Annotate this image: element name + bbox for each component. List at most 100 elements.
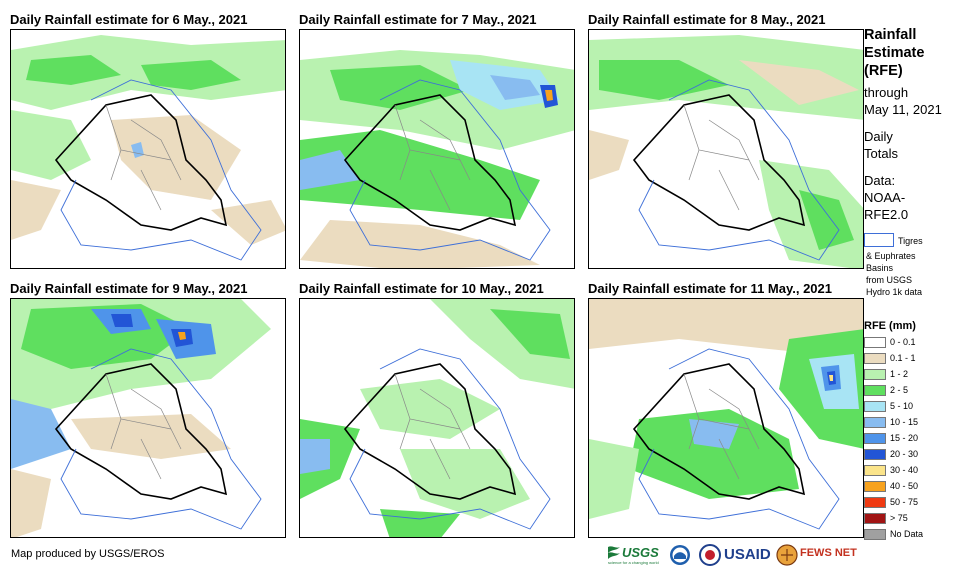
basin-desc-line: & Euphrates	[866, 251, 916, 261]
legend-swatch	[864, 529, 886, 540]
legend-label: 5 - 10	[890, 401, 914, 411]
basin-desc-line: Hydro 1k data	[866, 287, 923, 297]
basin-legend-label: Tigres	[898, 236, 923, 246]
usaid-logo: USAID	[724, 543, 776, 567]
legend-swatch	[864, 353, 886, 364]
sidebar-title: Rainfall Estimate (RFE)	[864, 26, 924, 80]
panel-title-may-10: Daily Rainfall estimate for 10 May., 202…	[299, 281, 544, 296]
admin-boundaries	[105, 104, 182, 211]
legend-item: 40 - 50	[864, 481, 964, 493]
usaid-logo-text: USAID	[724, 546, 771, 563]
admin-boundaries	[683, 373, 760, 480]
legend-item: 0.1 - 1	[864, 353, 964, 365]
basin-desc-line: Basins	[866, 263, 894, 273]
basin-legend-swatch	[864, 233, 894, 247]
map-svg	[11, 299, 285, 537]
usaid-seal-logo	[698, 543, 722, 567]
basin-outline	[60, 348, 262, 530]
legend-label: 30 - 40	[890, 465, 919, 475]
legend-label: 15 - 20	[890, 433, 919, 443]
usgs-logo: USGS science for a changing world	[606, 543, 666, 567]
basin-outline	[60, 79, 262, 261]
sidebar-title-line: Rainfall	[864, 27, 917, 43]
legend-item: 1 - 2	[864, 369, 964, 381]
rainfall-patches	[589, 299, 863, 537]
country-border	[632, 94, 806, 231]
legend-label: > 75	[890, 513, 908, 523]
legend-swatch	[864, 433, 886, 444]
map-svg	[589, 299, 863, 537]
country-border	[54, 363, 228, 500]
legend-label: 0 - 0.1	[890, 337, 916, 347]
panel-title-may-6: Daily Rainfall estimate for 6 May., 2021	[10, 12, 248, 27]
rainfall-patches	[300, 30, 574, 268]
legend-label: 0.1 - 1	[890, 353, 916, 363]
legend-item: 30 - 40	[864, 465, 964, 477]
legend-item: 2 - 5	[864, 385, 964, 397]
legend-item: 5 - 10	[864, 401, 964, 413]
legend-label: 20 - 30	[890, 449, 919, 459]
country-border	[343, 94, 517, 231]
sidebar-data-label: Data:	[864, 173, 896, 188]
panel-title-may-7: Daily Rainfall estimate for 7 May., 2021	[299, 12, 537, 27]
admin-boundaries	[105, 373, 182, 480]
map-credit: Map produced by USGS/EROS	[11, 548, 165, 560]
country-border	[632, 363, 806, 500]
map-svg	[300, 30, 574, 268]
legend-item: > 75	[864, 513, 964, 525]
map-svg	[11, 30, 285, 268]
noaa-logo	[668, 543, 692, 567]
legend-item: 15 - 20	[864, 433, 964, 445]
legend-swatch	[864, 369, 886, 380]
rainfall-map-may-6	[10, 29, 286, 269]
legend-item: 10 - 15	[864, 417, 964, 429]
legend-item: No Data	[864, 529, 964, 541]
sidebar-daily: Daily	[864, 129, 893, 144]
admin-boundaries	[683, 104, 760, 211]
map-svg	[300, 299, 574, 537]
basin-outline	[638, 79, 840, 261]
usgs-logo-text: USGS	[622, 545, 659, 560]
admin-boundaries	[394, 373, 471, 480]
legend-item: 50 - 75	[864, 497, 964, 509]
rainfall-map-may-10	[299, 298, 575, 538]
sidebar-title-line: (RFE)	[864, 63, 903, 79]
logo-strip: USGS science for a changing world USAID …	[606, 543, 857, 567]
admin-boundaries	[394, 104, 471, 211]
legend-swatch	[864, 449, 886, 460]
panel-title-may-8: Daily Rainfall estimate for 8 May., 2021	[588, 12, 826, 27]
basin-desc-line: from USGS	[866, 275, 913, 285]
legend-item: 0 - 0.1	[864, 337, 964, 349]
basin-legend-description: & Euphrates Basins from USGS Hydro 1k da…	[866, 250, 922, 298]
rainfall-patches	[300, 299, 574, 537]
sidebar-date: May 11, 2021	[864, 102, 942, 117]
basin-outline	[349, 79, 551, 261]
legend-swatch	[864, 337, 886, 348]
rainfall-patches	[11, 30, 285, 268]
legend-swatch	[864, 385, 886, 396]
legend-label: 2 - 5	[890, 385, 909, 395]
fews-net-logo-text: FEWS NET	[800, 547, 857, 559]
legend-swatch	[864, 401, 886, 412]
fews-net-logo: FEWS NET	[776, 543, 857, 567]
legend-label: 1 - 2	[890, 369, 909, 379]
legend-swatch	[864, 513, 886, 524]
sidebar-data-source: NOAA-	[864, 190, 906, 205]
usgs-logo-tagline: science for a changing world	[608, 560, 659, 565]
country-border	[54, 94, 228, 231]
rainfall-map-may-8	[588, 29, 864, 269]
legend-item: 20 - 30	[864, 449, 964, 461]
legend-label: 10 - 15	[890, 417, 919, 427]
basin-outline	[349, 348, 551, 530]
legend-label: No Data	[890, 529, 924, 539]
legend-swatch	[864, 417, 886, 428]
rainfall-map-may-7	[299, 29, 575, 269]
panel-title-may-11: Daily Rainfall estimate for 11 May., 202…	[588, 281, 832, 296]
map-svg	[589, 30, 863, 268]
country-border	[343, 363, 517, 500]
rainfall-map-may-9	[10, 298, 286, 538]
panel-title-may-9: Daily Rainfall estimate for 9 May., 2021	[10, 281, 248, 296]
rainfall-map-may-11	[588, 298, 864, 538]
sidebar-title-line: Estimate	[864, 45, 925, 61]
sidebar-totals: Totals	[864, 146, 898, 161]
